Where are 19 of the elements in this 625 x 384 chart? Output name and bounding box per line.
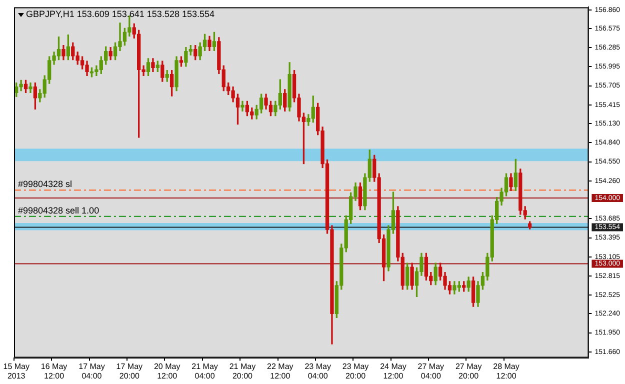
- x-tick-label: 28 May 12:00: [493, 362, 520, 380]
- x-tick-label: 17 May 20:00: [116, 362, 143, 380]
- x-tick-label: 21 May 20:00: [229, 362, 256, 380]
- x-tick-label: 23 May 20:00: [342, 362, 369, 380]
- x-tick-label: 27 May 04:00: [418, 362, 444, 380]
- x-tick-label: 27 May 20:00: [455, 362, 482, 380]
- x-tick-label: 21 May 04:00: [192, 362, 218, 380]
- x-tick-label: 20 May 12:00: [154, 362, 180, 380]
- ref-line-label: #99804328 sell 1.00: [18, 205, 100, 216]
- ref-line-label: #99804328 sl: [18, 179, 72, 190]
- x-tick-label: 23 May 04:00: [304, 362, 331, 380]
- x-tick-label: 16 May 12:00: [40, 362, 68, 380]
- candlestick: [28, 82, 32, 94]
- candlestick: [240, 100, 244, 112]
- x-tick-label: 17 May 04:00: [78, 362, 105, 380]
- x-tick-label: 24 May 12:00: [380, 362, 406, 380]
- x-tick-label: 15 May 2013: [3, 362, 30, 380]
- x-tick-label: 22 May 12:00: [267, 362, 294, 380]
- chart-title: GBPJPY,H1 153.609 153.641 153.528 153.554: [26, 9, 214, 20]
